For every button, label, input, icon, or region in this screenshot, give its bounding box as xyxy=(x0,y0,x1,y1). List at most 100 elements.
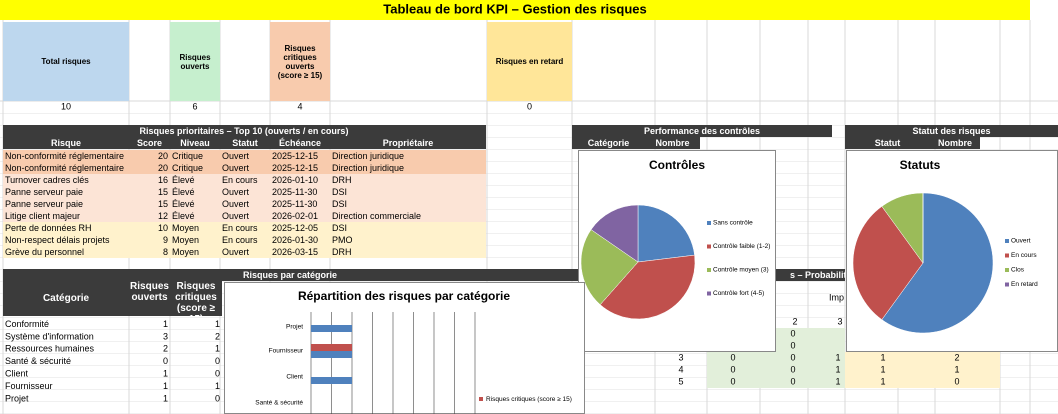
chart-title: Contrôles xyxy=(649,158,705,172)
cell: Ouvert xyxy=(222,163,250,173)
table-title: Risques prioritaires – Top 10 (ouverts /… xyxy=(140,126,349,136)
table-row xyxy=(3,162,486,174)
cell: Niveau xyxy=(180,138,210,148)
cell: 1 xyxy=(215,319,220,329)
cell: s – Probabilit xyxy=(790,270,845,280)
cell-text: Ressources humaines xyxy=(5,344,95,354)
cell: 15 xyxy=(158,199,168,209)
legend-label: Contrôle fort (4-5) xyxy=(713,290,764,297)
cell-text: Élevé xyxy=(172,187,195,197)
cell: 1 xyxy=(163,368,168,378)
cell: 2 xyxy=(163,344,168,354)
cell: 2 xyxy=(215,331,220,341)
column-header: Échéance xyxy=(279,138,321,148)
cell: Nombre xyxy=(938,138,972,148)
cell: Élevé xyxy=(172,187,195,197)
cell-text: 0 xyxy=(215,356,220,366)
cell: 12 xyxy=(158,211,168,221)
table-row xyxy=(3,234,486,246)
cell-text: Ouvert xyxy=(222,151,250,161)
table-row xyxy=(3,210,486,222)
cell-text: 0 xyxy=(215,393,220,403)
cell-text: DSI xyxy=(332,223,347,233)
column-header: Nombre xyxy=(938,138,972,148)
cell: 2026-03-15 xyxy=(272,247,318,257)
matrix-cell: 0 xyxy=(790,352,795,362)
cell: 20 xyxy=(158,163,168,173)
cell-text: Critique xyxy=(172,151,203,161)
cell: Catégorie xyxy=(588,138,630,148)
kpi-label: Risques en retard xyxy=(495,57,564,66)
cell: 1 xyxy=(215,344,220,354)
matrix-cell: 2 xyxy=(954,352,959,362)
cell: Non-conformité réglementaire xyxy=(5,163,124,173)
cell-text: Santé & sécurité xyxy=(5,356,71,366)
cell: 1 xyxy=(215,381,220,391)
bar xyxy=(311,344,352,351)
legend-swatch xyxy=(707,291,711,296)
cell-text: Non-conformité réglementaire xyxy=(5,151,124,161)
column-header: Risques critiques (score ≥ 15) xyxy=(175,281,217,316)
pie-slice xyxy=(881,192,994,334)
cell-text: Moyen xyxy=(172,247,199,257)
cell-text: 12 xyxy=(158,211,168,221)
cell-text: 2026-01-30 xyxy=(272,235,318,245)
matrix-column-label: 3 xyxy=(837,316,842,326)
table-row xyxy=(3,150,486,162)
cell: 1 xyxy=(163,381,168,391)
table-row xyxy=(3,186,486,198)
legend-label: Risques critiques (score ≥ 15) xyxy=(486,396,572,403)
sheet-title: Tableau de bord KPI – Gestion des risque… xyxy=(383,1,646,16)
cell: Direction commerciale xyxy=(332,211,421,221)
cell: 2025-12-15 xyxy=(272,151,318,161)
cell: Moyen xyxy=(172,223,199,233)
cell: DSI xyxy=(332,187,347,197)
legend-label: Contrôle moyen (3) xyxy=(713,267,769,274)
cell: DRH xyxy=(332,247,352,257)
legend-label: Sans contrôle xyxy=(713,220,753,227)
section-title: Statut des risques xyxy=(912,126,990,136)
column-header-box: Risques ouverts xyxy=(130,281,169,303)
table-row xyxy=(3,222,486,234)
cell: Conformité xyxy=(5,319,49,329)
column-header: Propriétaire xyxy=(383,138,434,148)
cell: 2025-11-30 xyxy=(272,187,317,197)
column-header: Nombre xyxy=(655,138,689,148)
table-title-band xyxy=(3,125,486,137)
matrix-cell: 0 xyxy=(790,364,795,374)
legend-swatch xyxy=(707,221,711,225)
cell-text: Direction juridique xyxy=(332,151,404,161)
cell: Risque xyxy=(51,138,81,148)
cell: Ressources humaines xyxy=(5,344,95,354)
cell-text: 20 xyxy=(158,151,168,161)
cell: Score xyxy=(137,138,162,148)
cell-text: 2 xyxy=(215,331,220,341)
cell-text: Système d'information xyxy=(5,331,94,341)
cell-text: Client xyxy=(5,368,29,378)
cell-text: Ouvert xyxy=(222,199,250,209)
cell-text: 1 xyxy=(215,381,220,391)
cell-text: Litige client majeur xyxy=(5,211,80,221)
column-header: Niveau xyxy=(180,138,210,148)
legend-swatch xyxy=(1005,268,1009,272)
cell: Direction juridique xyxy=(332,151,404,161)
kpi-label-box: Total risques xyxy=(41,57,90,66)
cell: 15 xyxy=(158,187,168,197)
cell-text: DSI xyxy=(332,199,347,209)
cell-text: Élevé xyxy=(172,211,195,221)
cell: PMO xyxy=(332,235,353,245)
cell-text: Élevé xyxy=(172,175,195,185)
cell-text: PMO xyxy=(332,235,353,245)
cell: Ouvert xyxy=(222,247,250,257)
cell-text: En cours xyxy=(222,235,258,245)
cell-text: 10 xyxy=(158,223,168,233)
cell-text: 0 xyxy=(163,356,168,366)
cell-text: 15 xyxy=(158,199,168,209)
cell-text: 3 xyxy=(163,331,168,341)
kpi-label-box: Risques ouverts xyxy=(179,53,210,71)
y-tick-label: Projet xyxy=(286,324,303,331)
chart: Contrôles Sans contrôle Contrôle faible (1… xyxy=(578,150,776,352)
cell-text: Moyen xyxy=(172,223,199,233)
kpi-label: Risques critiques ouverts (score ≥ 15) xyxy=(277,43,323,80)
